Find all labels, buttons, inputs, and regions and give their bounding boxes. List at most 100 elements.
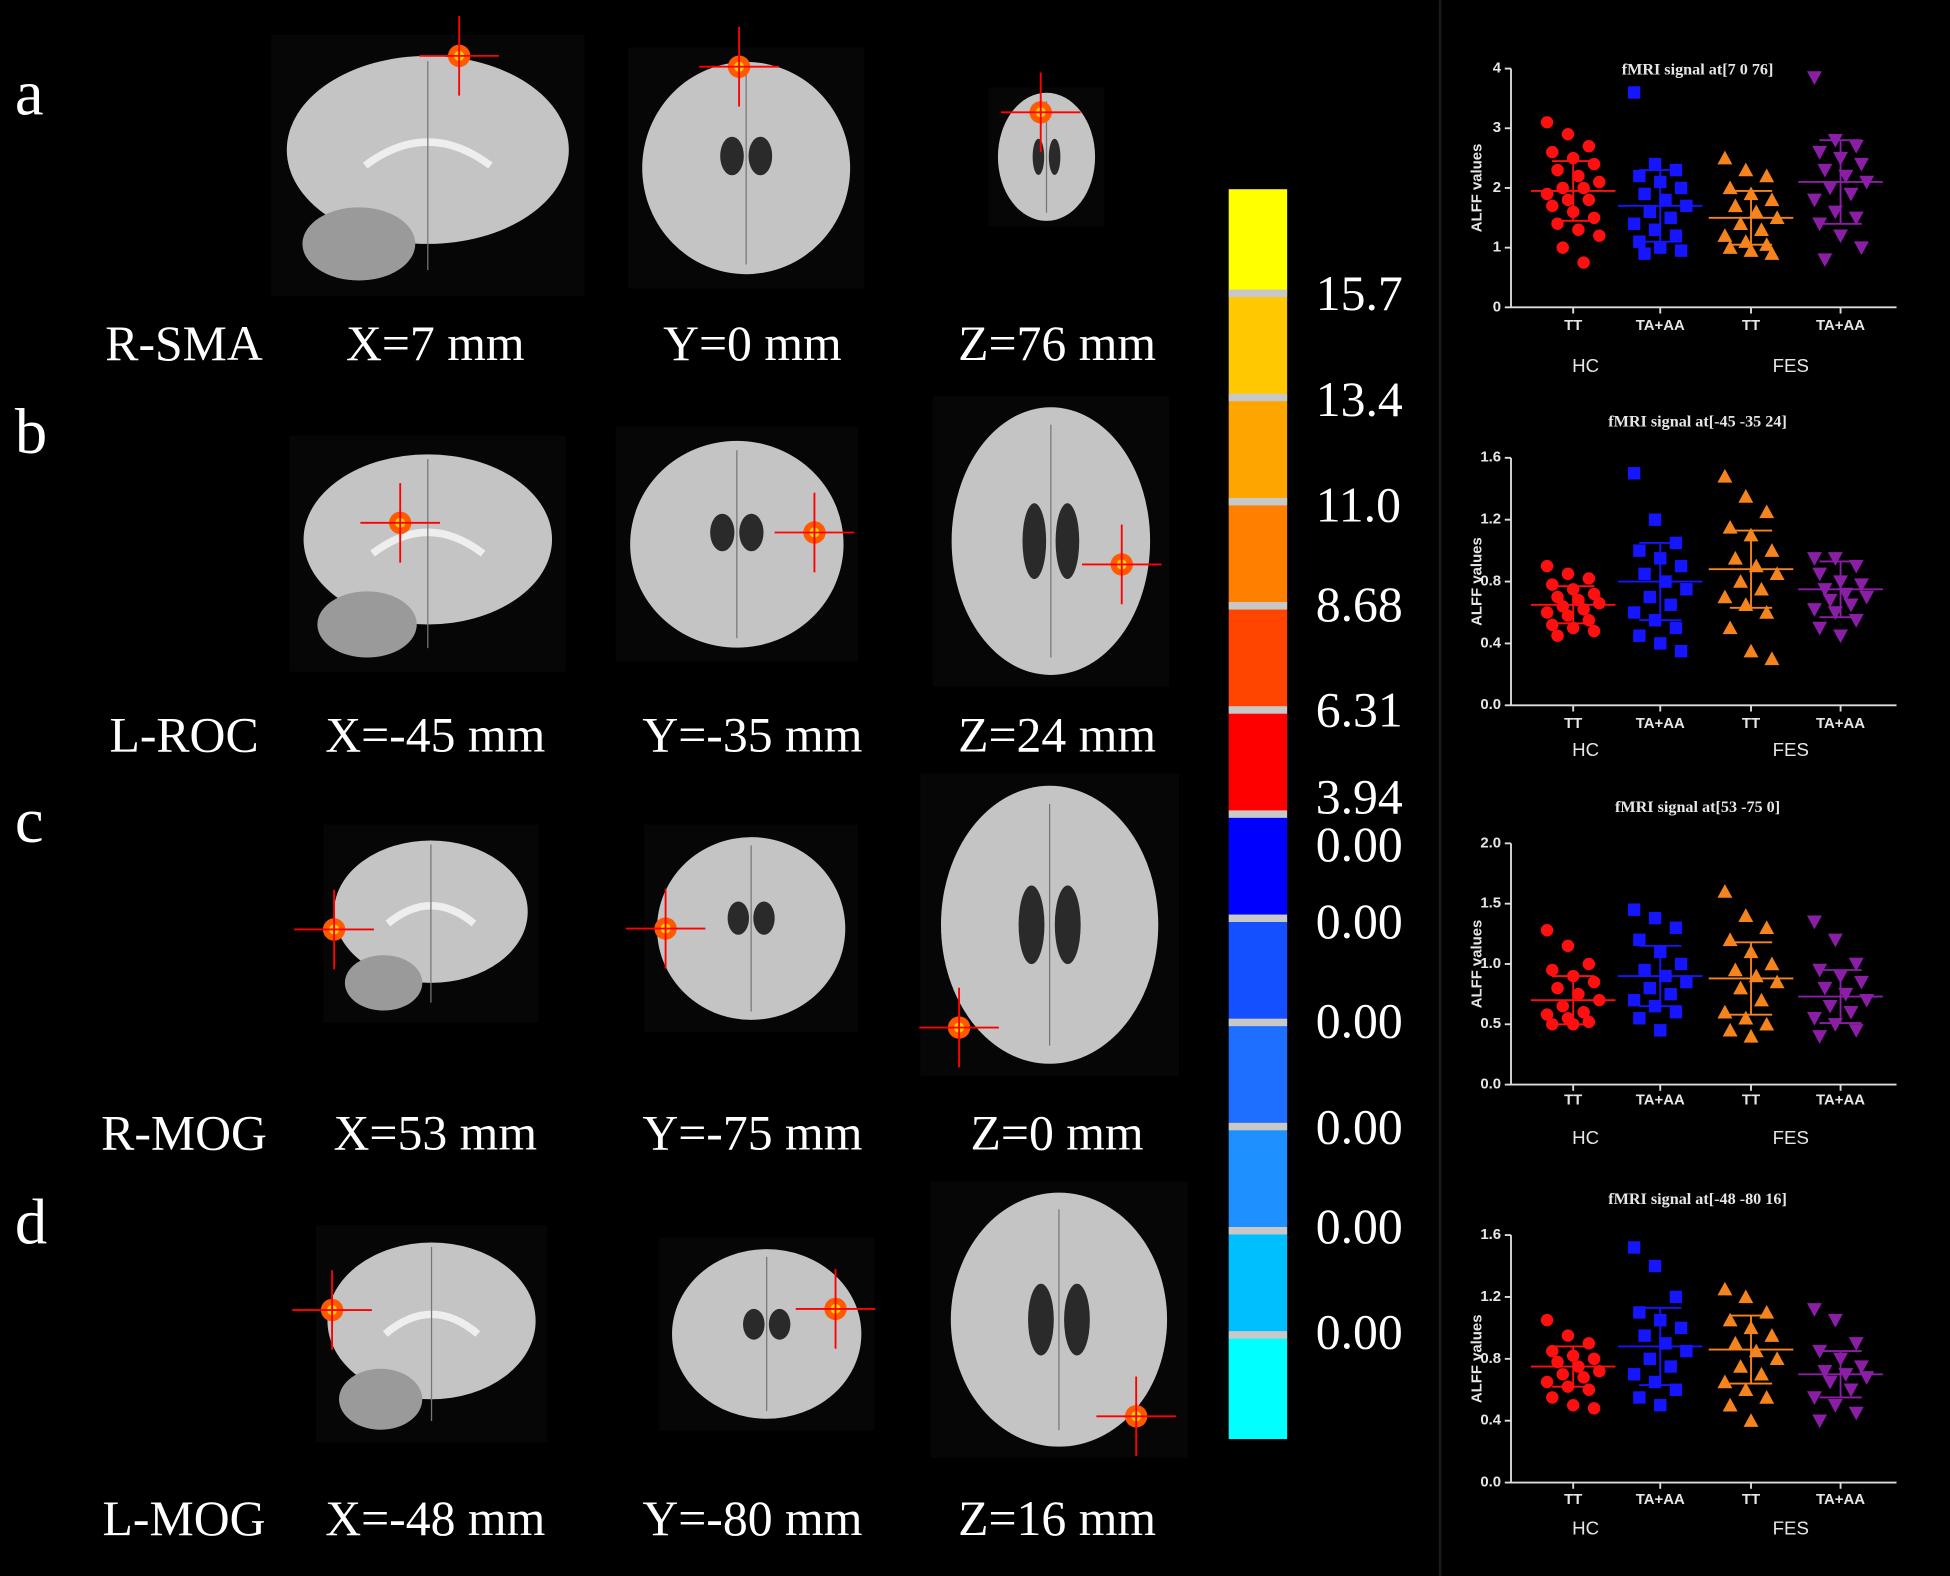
brain-slice bbox=[932, 395, 1170, 687]
data-point bbox=[1764, 956, 1780, 971]
y-tick-label: 0.0 bbox=[1480, 1474, 1501, 1491]
data-point bbox=[1717, 1004, 1733, 1019]
data-point bbox=[1853, 241, 1869, 256]
data-point bbox=[1764, 246, 1780, 260]
brain-slice bbox=[659, 1237, 876, 1431]
colorbar-segment bbox=[1228, 814, 1288, 919]
chart-title: fMRI signal at[7 0 76] bbox=[1622, 62, 1774, 79]
y-tick-label: 0.8 bbox=[1480, 572, 1501, 589]
data-point bbox=[1587, 157, 1601, 171]
x-tick-label: TT bbox=[1564, 1092, 1582, 1109]
data-point bbox=[1546, 618, 1559, 632]
data-point bbox=[1633, 1012, 1646, 1025]
data-point bbox=[1759, 1016, 1775, 1031]
data-point bbox=[1627, 606, 1641, 619]
data-point bbox=[1843, 598, 1859, 613]
data-point bbox=[1848, 957, 1864, 972]
data-point bbox=[1561, 193, 1575, 207]
data-point bbox=[1648, 1259, 1662, 1273]
brain-slice bbox=[625, 824, 859, 1033]
region-label: L-MOG bbox=[103, 1491, 266, 1546]
coord-label: X=7 mm bbox=[346, 316, 525, 371]
x-tick-label: TA+AA bbox=[1816, 317, 1865, 334]
data-point bbox=[1733, 1359, 1749, 1373]
group-label: HC bbox=[1572, 1127, 1599, 1148]
data-point bbox=[1669, 1383, 1683, 1396]
data-point bbox=[1546, 1344, 1559, 1358]
data-point bbox=[1546, 578, 1559, 591]
colorbar-divider bbox=[1228, 1018, 1288, 1027]
colorbar-segment bbox=[1228, 1230, 1288, 1335]
x-tick-label: TA+AA bbox=[1636, 1092, 1685, 1109]
data-point bbox=[1551, 590, 1564, 604]
ventricle bbox=[753, 901, 775, 935]
colorbar-divider bbox=[1228, 1226, 1288, 1235]
data-point bbox=[1827, 552, 1843, 566]
data-point bbox=[1822, 593, 1838, 608]
data-point bbox=[1764, 543, 1780, 557]
data-point bbox=[1743, 1413, 1759, 1427]
x-tick-label: TT bbox=[1564, 317, 1582, 334]
y-tick-label: 4 bbox=[1493, 60, 1502, 77]
data-point bbox=[1727, 550, 1743, 565]
y-tick-label: 1.6 bbox=[1480, 1226, 1501, 1243]
group-label: FES bbox=[1773, 1518, 1809, 1539]
ventricle bbox=[1054, 885, 1081, 965]
data-point bbox=[1733, 574, 1749, 588]
colorbar-label: 13.4 bbox=[1316, 372, 1403, 427]
ventricle bbox=[1055, 503, 1080, 579]
data-point bbox=[1853, 157, 1869, 172]
colorbar-label: 0.00 bbox=[1316, 1199, 1403, 1254]
data-point bbox=[1764, 192, 1780, 207]
panel-letter: d bbox=[15, 1186, 47, 1258]
y-tick-label: 0.5 bbox=[1480, 1015, 1501, 1032]
chart-title: fMRI signal at[-48 -80 16] bbox=[1608, 1191, 1787, 1208]
data-point bbox=[1648, 157, 1662, 171]
group-label: HC bbox=[1572, 739, 1599, 760]
data-point bbox=[1577, 181, 1590, 195]
data-point bbox=[1769, 974, 1785, 989]
colorbar-divider bbox=[1228, 602, 1288, 610]
x-tick-label: TT bbox=[1564, 715, 1582, 732]
brain-slice bbox=[294, 824, 539, 1023]
data-point bbox=[1540, 187, 1554, 201]
data-point bbox=[1822, 181, 1838, 196]
coord-label: Y=-80 mm bbox=[642, 1491, 862, 1546]
colorbar-label: 0.00 bbox=[1316, 817, 1403, 872]
data-point bbox=[1593, 1364, 1606, 1378]
data-point bbox=[1540, 1313, 1554, 1327]
data-point bbox=[1674, 1321, 1688, 1335]
data-point bbox=[1812, 1030, 1828, 1044]
data-point bbox=[1827, 1399, 1843, 1413]
data-point bbox=[1633, 1391, 1646, 1404]
data-point bbox=[1551, 629, 1564, 642]
data-point bbox=[1722, 1397, 1738, 1412]
data-point bbox=[1572, 987, 1585, 1001]
y-tick-label: 1 bbox=[1493, 239, 1501, 256]
data-point bbox=[1859, 590, 1875, 605]
data-point bbox=[1827, 205, 1843, 220]
data-point bbox=[1627, 217, 1641, 230]
data-point bbox=[1843, 1006, 1859, 1020]
data-point bbox=[1680, 975, 1693, 989]
data-point bbox=[1540, 116, 1554, 129]
data-point bbox=[1680, 583, 1693, 596]
data-point bbox=[1654, 637, 1667, 650]
data-point bbox=[1838, 987, 1854, 1002]
data-point bbox=[1717, 589, 1733, 604]
x-tick-label: TA+AA bbox=[1816, 1491, 1865, 1508]
data-point bbox=[1561, 939, 1575, 953]
data-point bbox=[1727, 962, 1743, 977]
data-point bbox=[1546, 1391, 1559, 1404]
colorbar-label: 15.7 bbox=[1316, 266, 1403, 321]
data-point bbox=[1738, 1382, 1754, 1396]
ventricle bbox=[1064, 1283, 1090, 1356]
brain-slice bbox=[988, 72, 1105, 227]
data-point bbox=[1648, 223, 1662, 236]
data-point bbox=[1582, 1015, 1596, 1029]
data-point bbox=[1540, 1008, 1554, 1021]
ventricle bbox=[768, 1308, 791, 1340]
colorbar-segment bbox=[1228, 1126, 1288, 1231]
data-point bbox=[1812, 145, 1828, 160]
